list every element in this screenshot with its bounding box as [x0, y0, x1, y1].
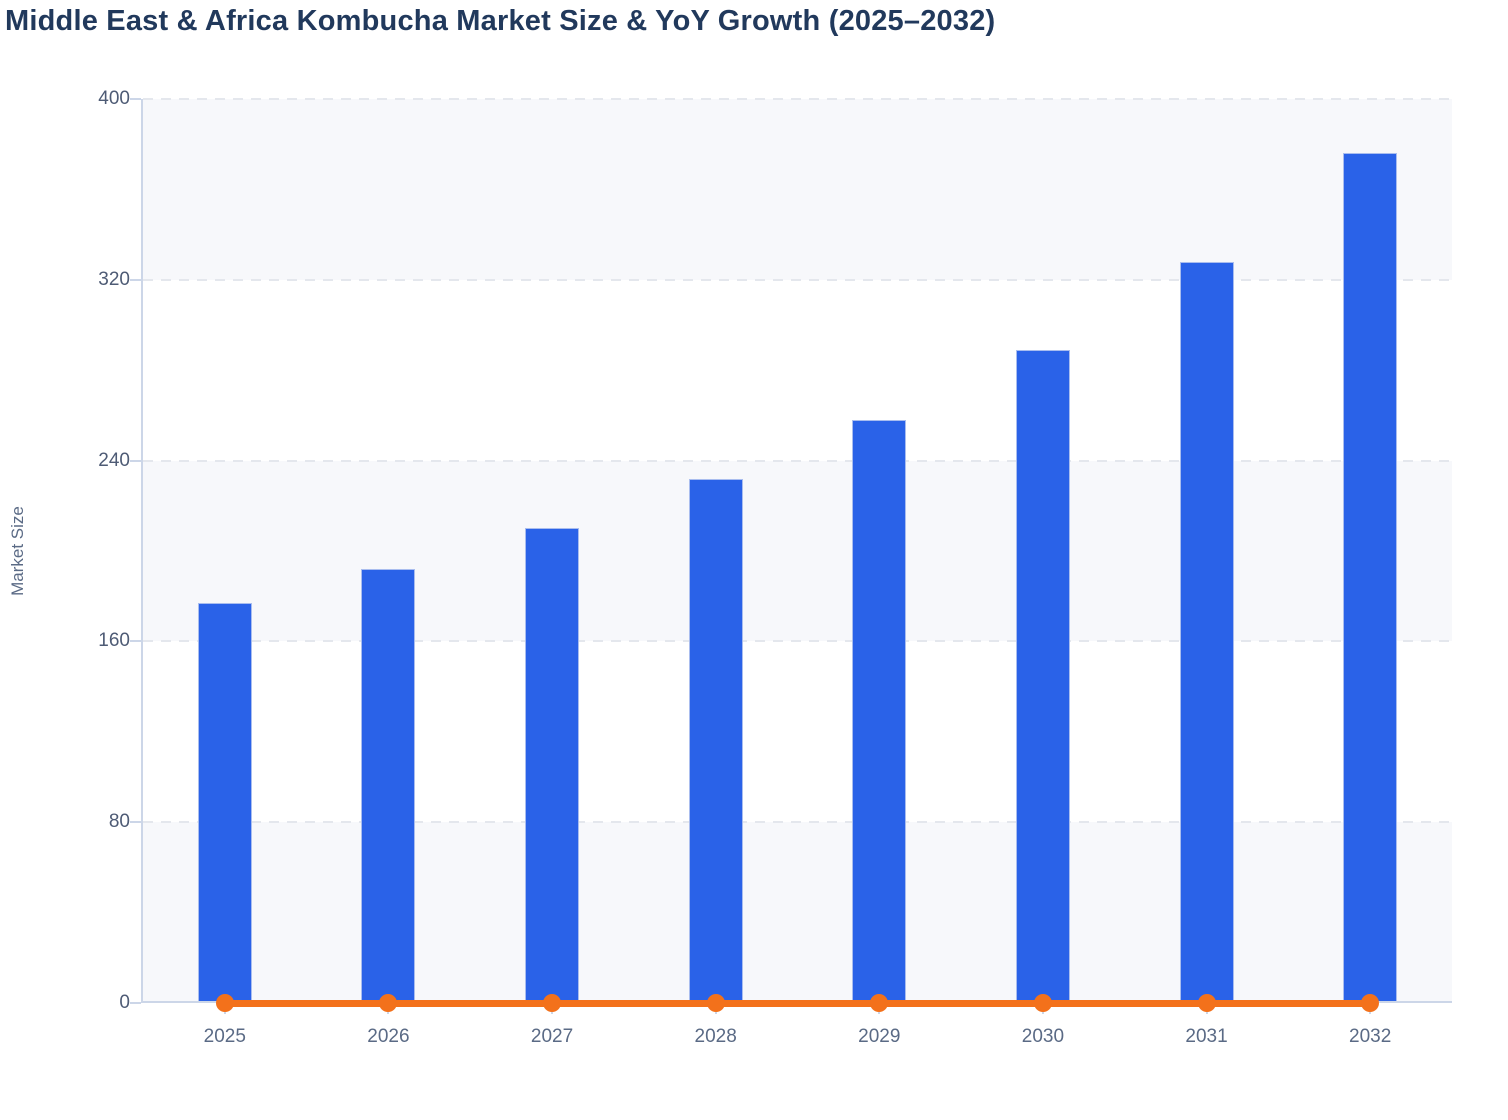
plot-band: [143, 822, 1452, 1003]
y-gridline: [143, 98, 1452, 100]
chart-title: Middle East & Africa Kombucha Market Siz…: [5, 5, 996, 37]
market-size-bar-2026[interactable]: [361, 569, 416, 1003]
yoy-growth-marker-2029[interactable]: [870, 994, 889, 1012]
yoy-growth-line[interactable]: [224, 1000, 1371, 1007]
y-axis-tick-label: 320: [98, 268, 130, 290]
yoy-growth-marker-2032[interactable]: [1361, 994, 1380, 1012]
yoy-growth-marker-2030[interactable]: [1033, 994, 1052, 1012]
y-gridline: [143, 821, 1452, 824]
market-size-bar-2027[interactable]: [525, 528, 580, 1003]
y-axis-tick-mark: [130, 459, 141, 462]
y-axis-tick-mark: [130, 1002, 141, 1004]
x-axis-label-2025: 2025: [203, 1026, 246, 1047]
y-axis-tick-label: 240: [98, 449, 130, 471]
y-axis-line: [141, 99, 143, 1003]
y-axis-tick-mark: [130, 821, 141, 824]
y-axis-tick-label: 160: [98, 630, 130, 652]
x-axis-label-2032: 2032: [1349, 1026, 1392, 1047]
x-axis-label-2027: 2027: [530, 1026, 574, 1047]
plot-band: [143, 460, 1452, 642]
y-axis-title: Market Size: [8, 506, 27, 596]
market-size-bar-2030[interactable]: [1015, 349, 1070, 1003]
market-size-bar-2025[interactable]: [197, 602, 252, 1003]
y-axis-tick-label: 400: [98, 88, 130, 109]
market-size-bar-2028[interactable]: [688, 478, 743, 1003]
yoy-growth-marker-2026[interactable]: [379, 994, 398, 1012]
y-axis-tick-mark: [130, 98, 141, 100]
y-axis-tick-mark: [130, 640, 141, 643]
x-axis-label-2028: 2028: [694, 1026, 737, 1047]
x-axis-label-2026: 2026: [367, 1026, 410, 1047]
y-gridline: [143, 278, 1452, 281]
yoy-growth-marker-2025[interactable]: [215, 994, 234, 1012]
yoy-growth-marker-2031[interactable]: [1197, 994, 1216, 1012]
x-axis-label-2031: 2031: [1185, 1026, 1228, 1047]
x-axis-label-2030: 2030: [1021, 1026, 1065, 1047]
y-gridline: [143, 459, 1452, 462]
market-size-bar-2031[interactable]: [1179, 261, 1234, 1003]
x-axis-label-2029: 2029: [858, 1026, 901, 1047]
yoy-growth-marker-2028[interactable]: [706, 994, 725, 1012]
plot-area: 2025 2026 2027 2028 2029 2030 2031 2032: [130, 98, 1452, 1047]
y-axis-tick-label: 0: [119, 992, 130, 1013]
market-size-bar-2029[interactable]: [852, 419, 907, 1003]
y-gridline: [143, 640, 1452, 643]
plot-band: [143, 99, 1452, 280]
market-size-bar-2032[interactable]: [1343, 153, 1398, 1003]
y-axis-tick-label: 80: [108, 811, 130, 833]
y-axis-tick-mark: [130, 278, 141, 281]
yoy-growth-marker-2027[interactable]: [543, 994, 562, 1012]
